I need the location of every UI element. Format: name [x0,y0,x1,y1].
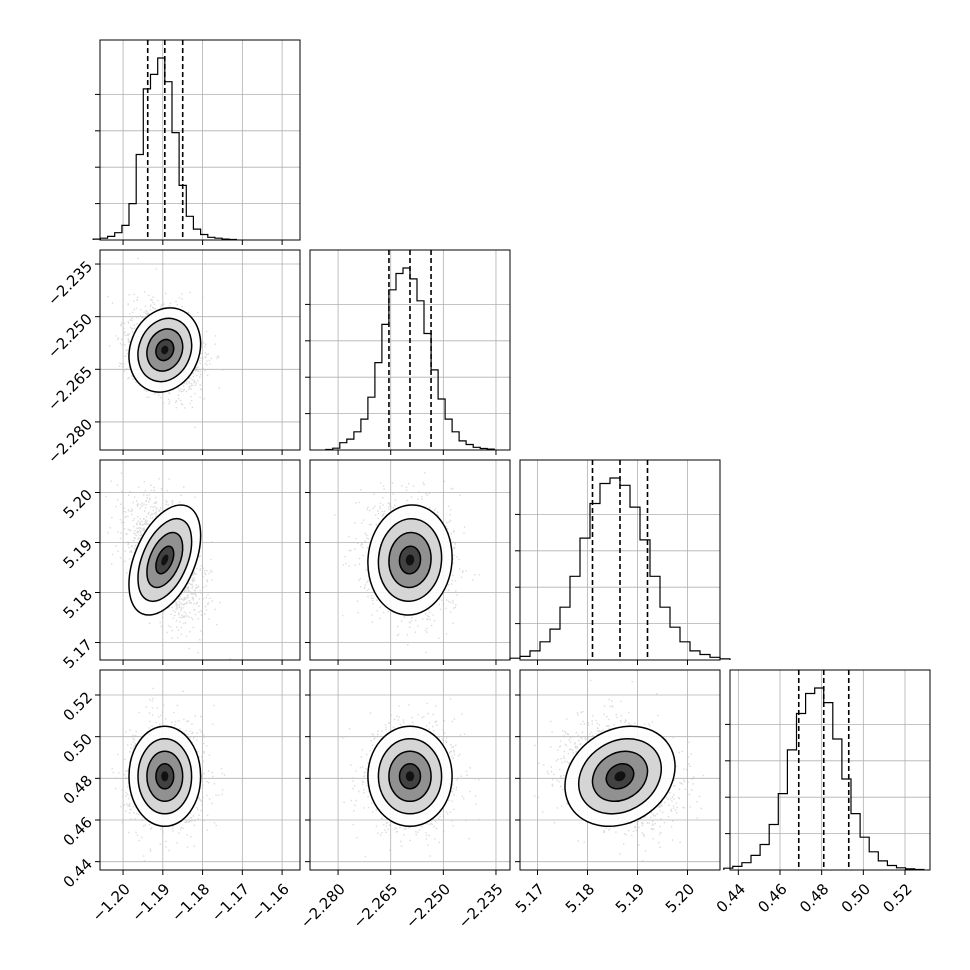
y-tick-label: 0.50 [60,730,96,766]
panel-p0-p1 [95,249,301,455]
panel-p0-p2 [95,459,301,665]
contour-line [388,531,432,589]
panel-p1-p2 [305,459,511,665]
density-peak [161,554,169,566]
x-tick-label: −1.16 [248,880,293,925]
x-tick-label: −2.265 [349,880,401,932]
contour-line [155,763,175,790]
contour-line [155,338,175,362]
y-tick-label: −2.280 [44,415,96,467]
x-tick-label: 0.50 [838,880,874,916]
contour-line [388,750,432,803]
x-tick-label: −2.235 [455,880,507,932]
x-tick-label: −1.17 [208,880,253,925]
panel-frame [309,669,511,871]
contour-line [367,504,453,616]
x-tick-label: 5.18 [562,880,598,916]
histogram-p3 [723,669,931,875]
panel-content [534,679,705,862]
panel-frame [99,249,301,451]
contour-line [146,750,184,803]
y-tick-label: −2.250 [44,310,96,362]
y-tick-label: 0.44 [60,855,96,891]
corner-panels: −2.280−2.265−2.250−2.2355.175.185.195.20… [44,39,931,932]
y-tick-label: 0.48 [60,772,96,808]
contour-line [577,738,663,815]
panel-content [334,472,481,654]
x-tick-label: 5.17 [512,880,548,916]
contour-line [591,750,649,803]
panel-frame [309,459,511,661]
histogram-p0 [92,39,301,245]
y-tick-label: −2.265 [44,363,96,415]
histogram-step [92,57,237,241]
density-peak [614,771,626,782]
panel-p2-p3 [515,669,721,875]
contour-line [146,328,184,372]
panel-frame [519,669,721,871]
panel-content [341,694,480,858]
panel-content [105,472,231,660]
density-peak [405,554,415,566]
histogram-step [325,267,495,451]
density-peak [161,345,169,355]
density-peak [405,771,415,782]
panel-content [111,687,226,862]
x-tick-label: 0.46 [754,880,790,916]
y-tick-label: 5.17 [60,636,96,672]
contour-line [377,738,443,815]
x-tick-label: 0.48 [796,880,832,916]
density-peak [161,771,169,782]
panel-content [107,257,224,428]
panel-frame [99,669,301,871]
panel-frame [99,459,301,661]
y-tick-label: 5.19 [60,536,96,572]
x-tick-label: −1.18 [168,880,213,925]
histogram-p2 [509,459,731,665]
histogram-step [509,477,731,660]
contour-line [398,763,422,790]
contour-line [137,317,193,383]
y-tick-label: −2.235 [44,257,96,309]
x-tick-label: 5.20 [662,880,698,916]
x-tick-label: 0.52 [879,880,915,916]
panel-p0-p3 [95,669,301,875]
panel-p1-p3 [305,669,511,875]
x-tick-label: −2.250 [402,880,454,932]
x-tick-label: −1.19 [128,880,173,925]
y-tick-label: 5.18 [60,586,96,622]
contour-line [128,725,202,828]
panel-frame [309,249,511,451]
contour-line [605,763,635,790]
x-tick-label: 0.44 [713,880,749,916]
y-tick-label: 5.20 [60,486,96,522]
contour-line [137,738,193,815]
contour-line [564,725,676,828]
contour-line [146,531,184,589]
contour-line [128,307,202,393]
contour-line [398,545,422,575]
histogram-p1 [305,249,511,455]
panel-frame [519,459,721,661]
contour-line [137,518,193,602]
contour-line [377,518,443,602]
x-tick-label: 5.19 [612,880,648,916]
x-tick-label: −1.20 [89,880,134,925]
y-tick-label: 0.46 [60,813,96,849]
contour-line [128,504,202,616]
contour-line [367,725,453,828]
x-tick-label: −2.280 [297,880,349,932]
panel-frame [729,669,931,871]
panel-frame [99,39,301,241]
y-tick-label: 0.52 [60,688,96,724]
contour-line [155,545,175,575]
